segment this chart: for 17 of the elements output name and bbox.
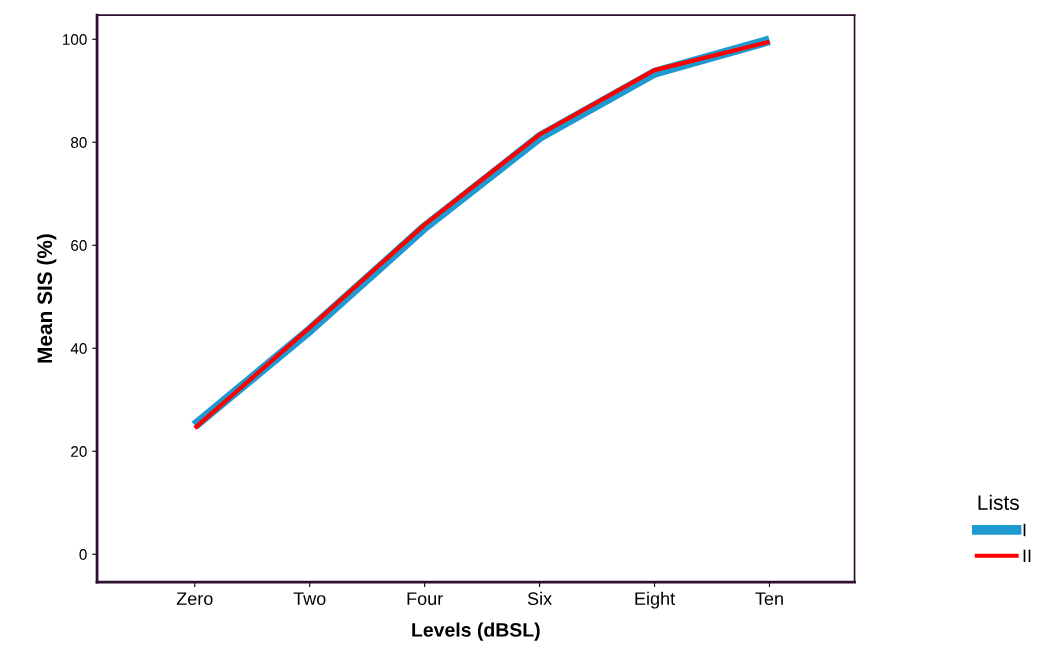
y-tick-label: 60 xyxy=(71,240,87,251)
x-tick-label: Two xyxy=(293,592,326,606)
x-tick-label: Zero xyxy=(176,592,213,606)
x-axis-title: Levels (dBSL) xyxy=(412,622,540,641)
x-tick-label: Six xyxy=(527,591,552,606)
y-tick-label: 20 xyxy=(71,446,87,457)
x-tick-label: Eight xyxy=(635,591,675,609)
y-tick-label: 40 xyxy=(70,343,87,354)
legend-label: I xyxy=(1023,523,1026,537)
legend-title: Lists xyxy=(978,494,1019,510)
y-tick-label: 0 xyxy=(79,549,87,560)
y-tick-label: 100 xyxy=(63,34,87,45)
x-tick-label: Four xyxy=(407,592,443,606)
legend-label: II xyxy=(1023,549,1031,563)
y-tick-label: 80 xyxy=(71,137,87,148)
x-tick-label: Ten xyxy=(755,592,783,606)
y-axis-title: Mean SIS (%) xyxy=(36,234,57,363)
